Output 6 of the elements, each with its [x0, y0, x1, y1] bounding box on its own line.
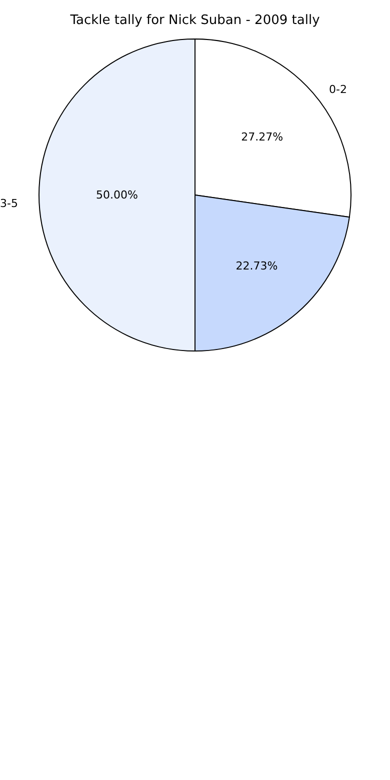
- chart-title: Tackle tally for Nick Suban - 2009 tally: [69, 13, 320, 28]
- slice-label: 3-5: [0, 197, 18, 210]
- slice-label: 0-2: [329, 83, 347, 96]
- data-label: 27.27%: [241, 130, 284, 144]
- data-label: 50.00%: [96, 188, 138, 202]
- data-label: 22.73%: [236, 260, 278, 273]
